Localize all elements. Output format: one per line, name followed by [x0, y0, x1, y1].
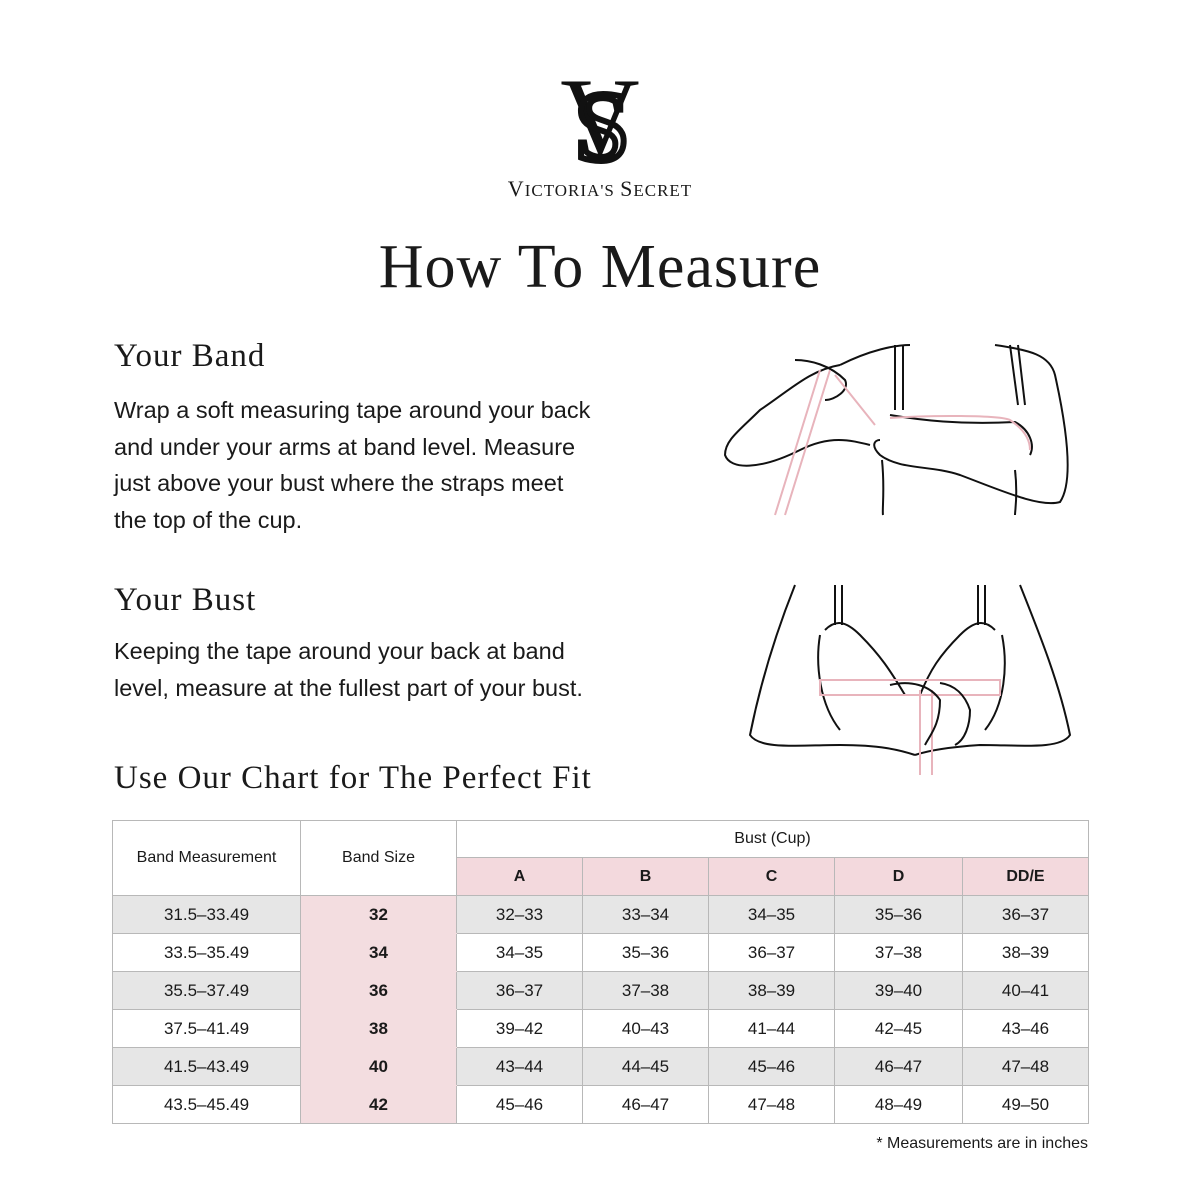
- page-title: How To Measure: [378, 233, 822, 301]
- vs-monogram-logo: V S: [560, 62, 639, 172]
- header-bust-cup: Bust (Cup): [456, 820, 1089, 858]
- table-row: 31.5–33.49 32 32–33 33–34 34–35 35–36 36–37: [112, 895, 1089, 934]
- table-row: 35.5–37.49 36 36–37 37–38 38–39 39–40 40–41: [112, 971, 1089, 1010]
- cup-header-d: D: [834, 857, 963, 896]
- band-size-cell: 38: [300, 1009, 457, 1048]
- cup-range-cell: 43–44: [456, 1047, 583, 1086]
- header-band-measurement: Band Measurement: [112, 820, 301, 896]
- band-size-cell: 36: [300, 971, 457, 1010]
- cup-range-cell: 35–36: [582, 933, 709, 972]
- cup-range-cell: 39–42: [456, 1009, 583, 1048]
- cup-range-cell: 38–39: [708, 971, 835, 1010]
- cup-range-cell: 43–46: [962, 1009, 1089, 1048]
- brand-name: VICTORIA'S SECRET: [507, 176, 693, 201]
- band-size-cell: 40: [300, 1047, 457, 1086]
- band-measurement-cell: 31.5–33.49: [112, 895, 301, 934]
- cup-range-cell: 41–44: [708, 1009, 835, 1048]
- table-row: 43.5–45.49 42 45–46 46–47 47–48 48–49 49–50: [112, 1085, 1089, 1124]
- cup-range-cell: 44–45: [582, 1047, 709, 1086]
- cup-header-dd-e: DD/E: [962, 857, 1089, 896]
- bust-measure-illustration: [748, 584, 1072, 775]
- cup-range-cell: 42–45: [834, 1009, 963, 1048]
- cup-range-cell: 47–48: [962, 1047, 1089, 1086]
- band-measure-illustration: [723, 344, 1069, 516]
- band-heading: Your Band: [114, 338, 266, 374]
- cup-header-b: B: [582, 857, 709, 896]
- band-measurement-cell: 37.5–41.49: [112, 1009, 301, 1048]
- cup-range-cell: 34–35: [708, 895, 835, 934]
- cup-range-cell: 39–40: [834, 971, 963, 1010]
- cup-range-cell: 37–38: [834, 933, 963, 972]
- bust-heading: Your Bust: [114, 582, 257, 618]
- cup-range-cell: 32–33: [456, 895, 583, 934]
- table-row: 33.5–35.49 34 34–35 35–36 36–37 37–38 38–39: [112, 933, 1089, 972]
- cup-range-cell: 38–39: [962, 933, 1089, 972]
- cup-range-cell: 45–46: [708, 1047, 835, 1086]
- cup-range-cell: 40–43: [582, 1009, 709, 1048]
- cup-range-cell: 33–34: [582, 895, 709, 934]
- cup-range-cell: 46–47: [582, 1085, 709, 1124]
- cup-range-cell: 45–46: [456, 1085, 583, 1124]
- cup-range-cell: 34–35: [456, 933, 583, 972]
- band-measurement-cell: 33.5–35.49: [112, 933, 301, 972]
- band-size-cell: 32: [300, 895, 457, 934]
- table-row: 37.5–41.49 38 39–42 40–43 41–44 42–45 43–46: [112, 1009, 1089, 1048]
- chart-heading: Use Our Chart for The Perfect Fit: [114, 760, 592, 796]
- band-measurement-cell: 35.5–37.49: [112, 971, 301, 1010]
- svg-text:V: V: [560, 62, 639, 172]
- cup-range-cell: 35–36: [834, 895, 963, 934]
- table-row: 41.5–43.49 40 43–44 44–45 45–46 46–47 47–48: [112, 1047, 1089, 1086]
- cup-range-cell: 36–37: [456, 971, 583, 1010]
- band-measurement-cell: 43.5–45.49: [112, 1085, 301, 1124]
- band-size-cell: 42: [300, 1085, 457, 1124]
- svg-text:S: S: [574, 71, 630, 172]
- cup-range-cell: 37–38: [582, 971, 709, 1010]
- cup-range-cell: 49–50: [962, 1085, 1089, 1124]
- cup-range-cell: 36–37: [708, 933, 835, 972]
- band-measurement-cell: 41.5–43.49: [112, 1047, 301, 1086]
- bust-instructions: Keeping the tape around your back at ban…: [114, 638, 583, 701]
- cup-range-cell: 47–48: [708, 1085, 835, 1124]
- header-band-size: Band Size: [300, 820, 457, 896]
- band-instructions: Wrap a soft measuring tape around your b…: [114, 397, 591, 533]
- cup-range-cell: 46–47: [834, 1047, 963, 1086]
- cup-header-a: A: [456, 857, 583, 896]
- band-size-cell: 34: [300, 933, 457, 972]
- cup-header-c: C: [708, 857, 835, 896]
- cup-range-cell: 36–37: [962, 895, 1089, 934]
- footnote: * Measurements are in inches: [876, 1135, 1088, 1152]
- cup-range-cell: 40–41: [962, 971, 1089, 1010]
- cup-range-cell: 48–49: [834, 1085, 963, 1124]
